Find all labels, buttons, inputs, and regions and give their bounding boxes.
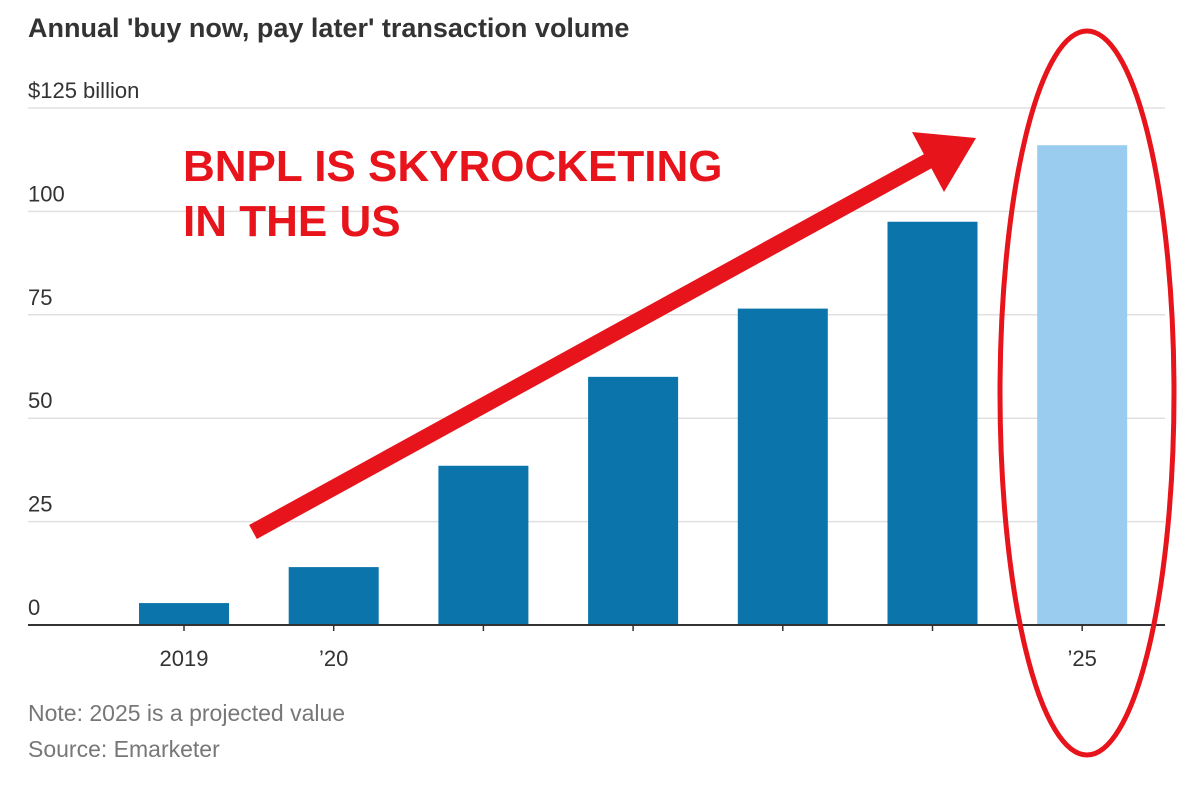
x-tick-label: ’25 <box>1068 646 1097 671</box>
bar-2022 <box>588 376 679 625</box>
source-text: Source: Emarketer <box>28 736 220 762</box>
y-tick-label: 100 <box>28 181 65 206</box>
arrow-head <box>912 132 976 192</box>
bar-2023 <box>737 308 828 625</box>
x-tick-layer: 2019 ’20 ’25 <box>160 625 1097 671</box>
growth-arrow <box>249 132 976 540</box>
y-tick-label: 75 <box>28 285 52 310</box>
bar-2021 <box>438 465 529 625</box>
y-tick-label: 25 <box>28 492 52 517</box>
bar-2025 <box>1037 145 1128 625</box>
note-text: Note: 2025 is a projected value <box>28 700 345 726</box>
y-tick-label: $125 billion <box>28 78 139 103</box>
bar-2020 <box>288 567 379 625</box>
callout-line-1: BNPL IS SKYROCKETING <box>183 142 722 191</box>
bar-2024 <box>887 221 978 626</box>
y-tick-label: 0 <box>28 595 40 620</box>
chart-title: Annual 'buy now, pay later' transaction … <box>28 13 629 43</box>
bar-2019 <box>139 603 229 625</box>
callout-line-2: IN THE US <box>183 197 401 246</box>
arrow-shaft <box>249 152 934 540</box>
y-tick-label: 50 <box>28 388 52 413</box>
x-tick-label: ’20 <box>319 646 348 671</box>
highlight-ellipse <box>997 28 1177 758</box>
bar-layer <box>139 145 1128 626</box>
x-tick-label: 2019 <box>160 646 209 671</box>
